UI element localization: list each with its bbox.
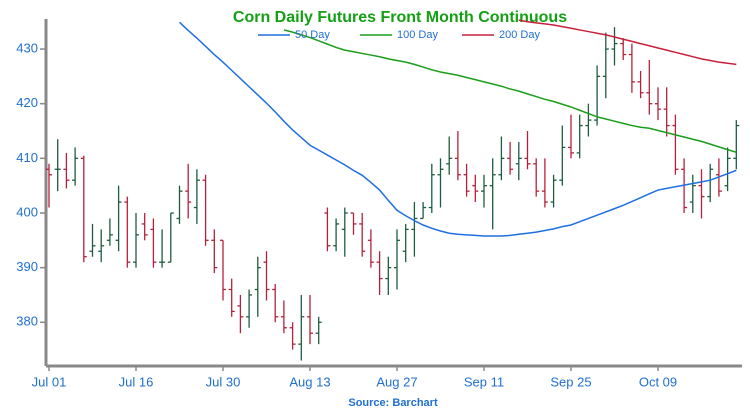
x-tick-label: Jul 30 [206, 374, 241, 389]
x-tick-label: Sep 25 [550, 374, 591, 389]
legend-label: 100 Day [397, 29, 438, 41]
y-tick-label: 380 [16, 314, 38, 329]
moving-average-line [518, 19, 737, 66]
x-tick-label: Jul 16 [119, 374, 154, 389]
moving-average-line [283, 29, 737, 154]
source-note: Source: Barchart [348, 397, 438, 409]
x-tick-label: Oct 09 [639, 374, 677, 389]
plot [46, 19, 740, 361]
y-tick-label: 390 [16, 259, 38, 274]
y-tick-label: 430 [16, 40, 38, 55]
x-tick-label: Jul 01 [32, 374, 67, 389]
y-tick-label: 410 [16, 150, 38, 165]
x-tick-label: Aug 27 [376, 374, 417, 389]
y-tick-label: 400 [16, 204, 38, 219]
legend-label: 50 Day [295, 29, 330, 41]
legend-label: 200 Day [499, 29, 540, 41]
y-tick-label: 420 [16, 95, 38, 110]
moving-average-line [178, 21, 737, 237]
chart-title: Corn Daily Futures Front Month Continuou… [233, 9, 567, 26]
x-tick-label: Aug 13 [289, 374, 330, 389]
x-tick-label: Sep 11 [464, 374, 504, 389]
